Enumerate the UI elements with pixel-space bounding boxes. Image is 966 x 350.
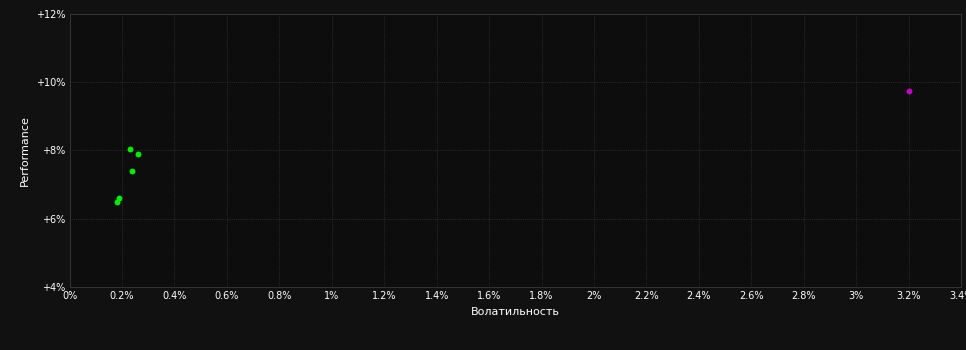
X-axis label: Волатильность: Волатильность [470, 307, 560, 317]
Point [122, 146, 137, 152]
Point [125, 168, 140, 174]
Y-axis label: Performance: Performance [20, 115, 30, 186]
Point [901, 88, 917, 93]
Point [109, 199, 125, 205]
Point [112, 195, 128, 201]
Point [130, 151, 146, 157]
